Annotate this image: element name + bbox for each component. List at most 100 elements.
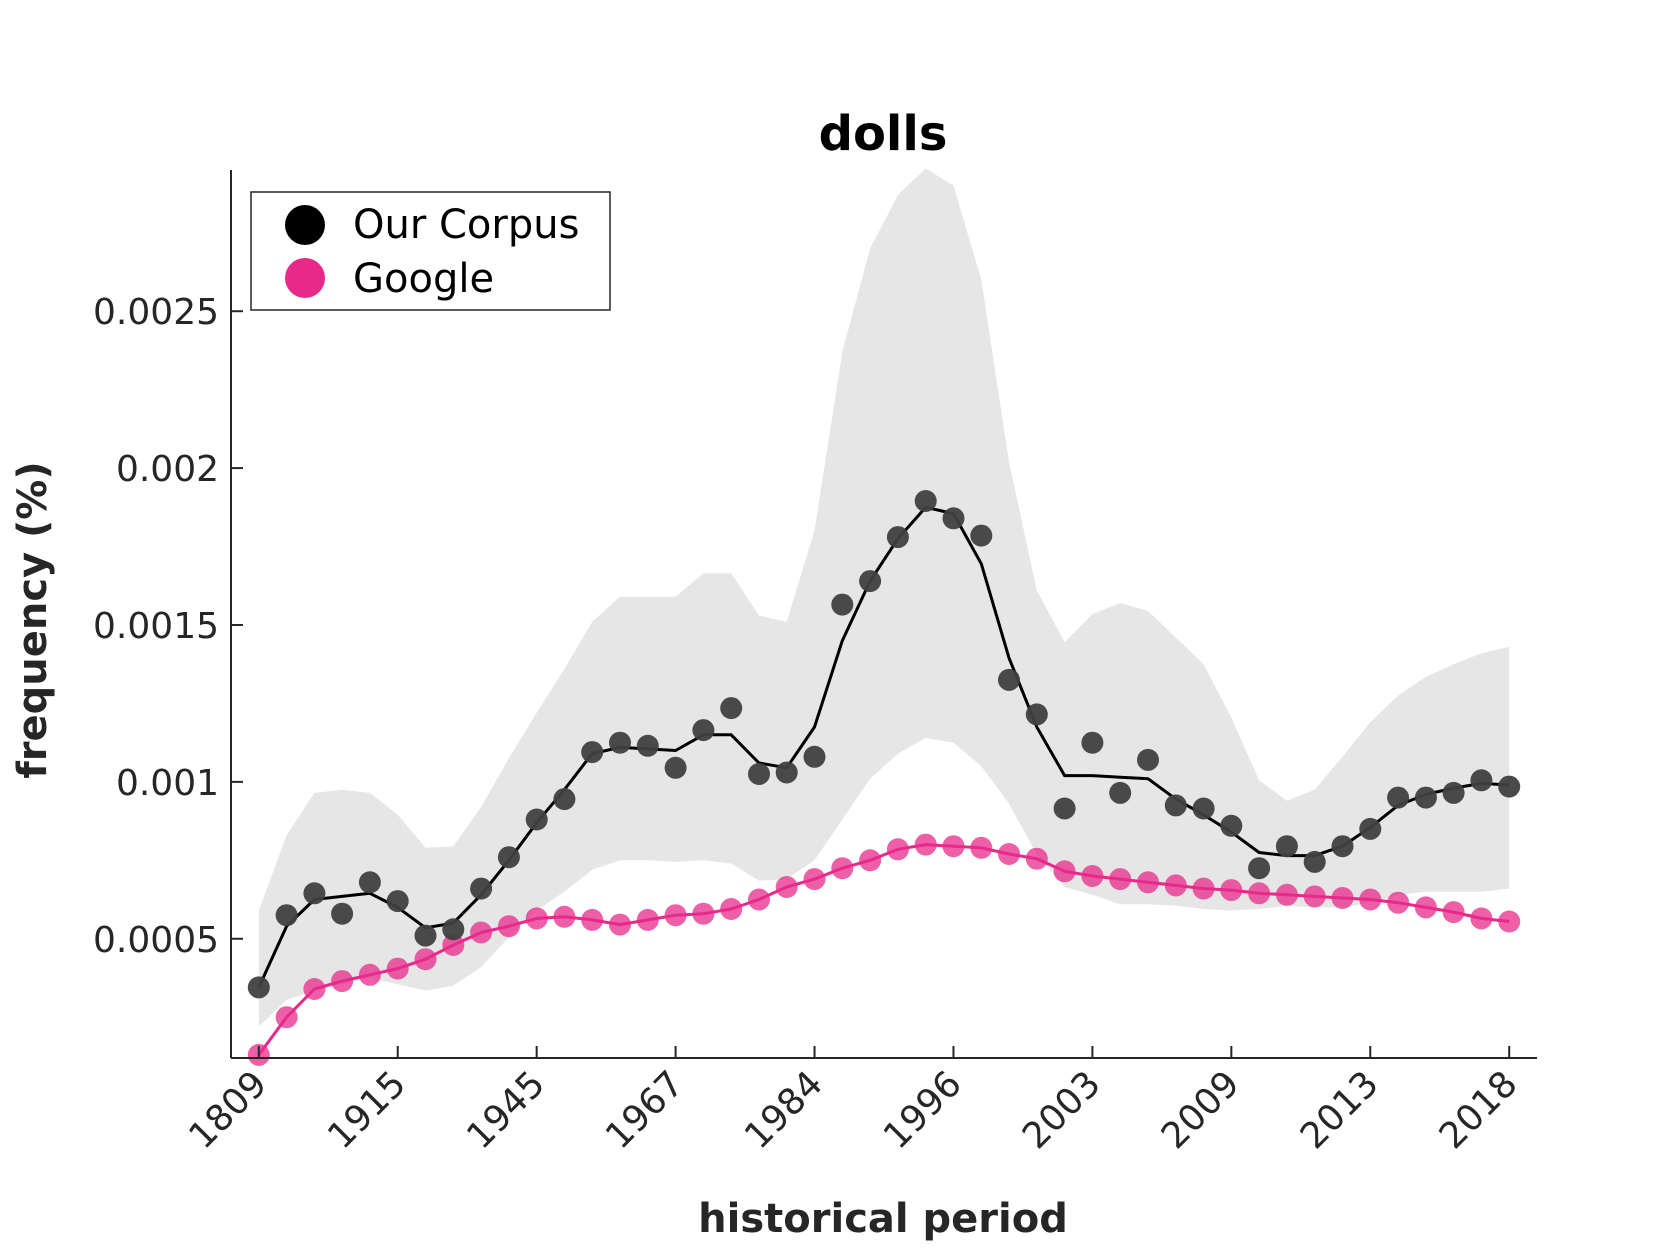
x-tick-label: 1967: [598, 1063, 692, 1157]
our-corpus-point: [1442, 781, 1465, 804]
x-tick-label: 2003: [1015, 1063, 1109, 1157]
our-corpus-point: [636, 734, 659, 757]
google-point: [1303, 885, 1326, 908]
our-corpus-point: [1192, 797, 1215, 820]
google-point: [581, 908, 604, 931]
our-corpus-point: [914, 490, 937, 512]
our-corpus-point: [1109, 781, 1132, 804]
our-corpus-point: [1164, 794, 1187, 817]
our-corpus-point: [581, 741, 604, 764]
google-point: [720, 898, 743, 920]
y-tick-label: 0.002: [116, 449, 219, 490]
our-corpus-point: [470, 877, 493, 900]
our-corpus-point: [247, 976, 270, 999]
google-point: [1470, 907, 1493, 930]
our-corpus-point: [1414, 786, 1437, 809]
our-corpus-point: [720, 697, 743, 720]
our-corpus-point: [970, 524, 993, 547]
our-corpus-point: [303, 882, 326, 905]
our-corpus-point: [609, 731, 631, 754]
google-point: [1109, 868, 1132, 891]
x-tick-label: 1809: [181, 1063, 275, 1157]
our-corpus-point: [275, 904, 298, 927]
google-point: [998, 843, 1020, 865]
our-corpus-point: [525, 808, 548, 831]
our-corpus-point: [1275, 835, 1298, 858]
google-point: [970, 836, 993, 859]
our-corpus-point: [497, 846, 520, 869]
our-corpus-point: [1137, 748, 1159, 771]
our-corpus-point: [1081, 731, 1104, 754]
our-corpus-point: [442, 918, 465, 941]
y-tick-label: 0.001: [116, 763, 219, 804]
legend: Our Corpus Google: [250, 191, 611, 311]
legend-marker-google: [285, 258, 325, 298]
google-point: [1359, 888, 1382, 911]
google-point: [470, 921, 493, 944]
x-tick-label: 1915: [320, 1063, 414, 1157]
x-tick-label: 2009: [1154, 1063, 1248, 1157]
google-point: [1137, 871, 1159, 894]
our-corpus-point: [803, 745, 826, 768]
our-corpus-point: [1470, 769, 1493, 792]
our-corpus-point: [886, 526, 909, 549]
our-corpus-point: [1387, 786, 1410, 809]
x-tick-label: 2018: [1432, 1063, 1526, 1157]
our-corpus-point: [1359, 817, 1382, 840]
google-point: [1248, 882, 1271, 905]
legend-marker-our-corpus: [285, 205, 325, 245]
google-point: [497, 915, 520, 938]
google-point: [1220, 879, 1243, 902]
google-point: [1331, 887, 1354, 909]
legend-label-our-corpus: Our Corpus: [353, 202, 579, 248]
google-point: [775, 876, 798, 898]
google-point: [831, 857, 854, 880]
marker-layer: [247, 490, 1521, 1066]
google-point: [358, 963, 381, 986]
legend-label-google: Google: [353, 256, 494, 302]
our-corpus-point: [1053, 797, 1076, 820]
our-corpus-point: [1498, 775, 1521, 798]
google-point: [386, 957, 409, 980]
our-corpus-point: [1303, 850, 1326, 873]
series-line-layer: [257, 505, 1510, 1056]
google-line: [257, 843, 1510, 1056]
google-point: [914, 833, 937, 856]
our-corpus-point: [664, 756, 687, 779]
google-point: [414, 948, 437, 971]
google-point: [1081, 865, 1104, 887]
google-point: [1192, 877, 1215, 900]
our-corpus-point: [553, 788, 576, 811]
google-point: [1414, 896, 1437, 919]
our-corpus-point: [859, 570, 882, 593]
our-corpus-point: [748, 763, 770, 785]
google-point: [1053, 860, 1076, 883]
our-corpus-point: [414, 924, 437, 947]
our-corpus-point: [775, 761, 798, 784]
y-axis-title: frequency (%): [10, 461, 56, 778]
google-point: [275, 1006, 298, 1029]
our-corpus-point: [692, 719, 715, 742]
our-corpus-point: [1331, 835, 1354, 858]
our-corpus-point: [358, 871, 381, 894]
google-point: [525, 907, 548, 930]
x-tick-label: 2013: [1293, 1063, 1387, 1157]
x-tick-label: 1996: [876, 1063, 970, 1157]
y-tick-label: 0.0025: [93, 292, 219, 333]
our-corpus-point: [942, 507, 965, 530]
google-point: [1498, 910, 1521, 933]
our-corpus-point: [1025, 703, 1048, 726]
our-corpus-line: [257, 505, 1510, 989]
y-tick-label: 0.0005: [93, 920, 219, 961]
our-corpus-point: [386, 890, 409, 913]
google-point: [692, 902, 715, 925]
google-point: [664, 904, 687, 927]
google-point: [1025, 847, 1048, 870]
y-ticks: 0.0005 0.001 0.0015 0.002 0.0025: [93, 292, 243, 961]
our-corpus-point: [998, 668, 1020, 691]
google-point: [942, 835, 965, 858]
axes: [230, 170, 1537, 1059]
our-corpus-point: [831, 593, 854, 616]
google-point: [303, 978, 326, 1000]
